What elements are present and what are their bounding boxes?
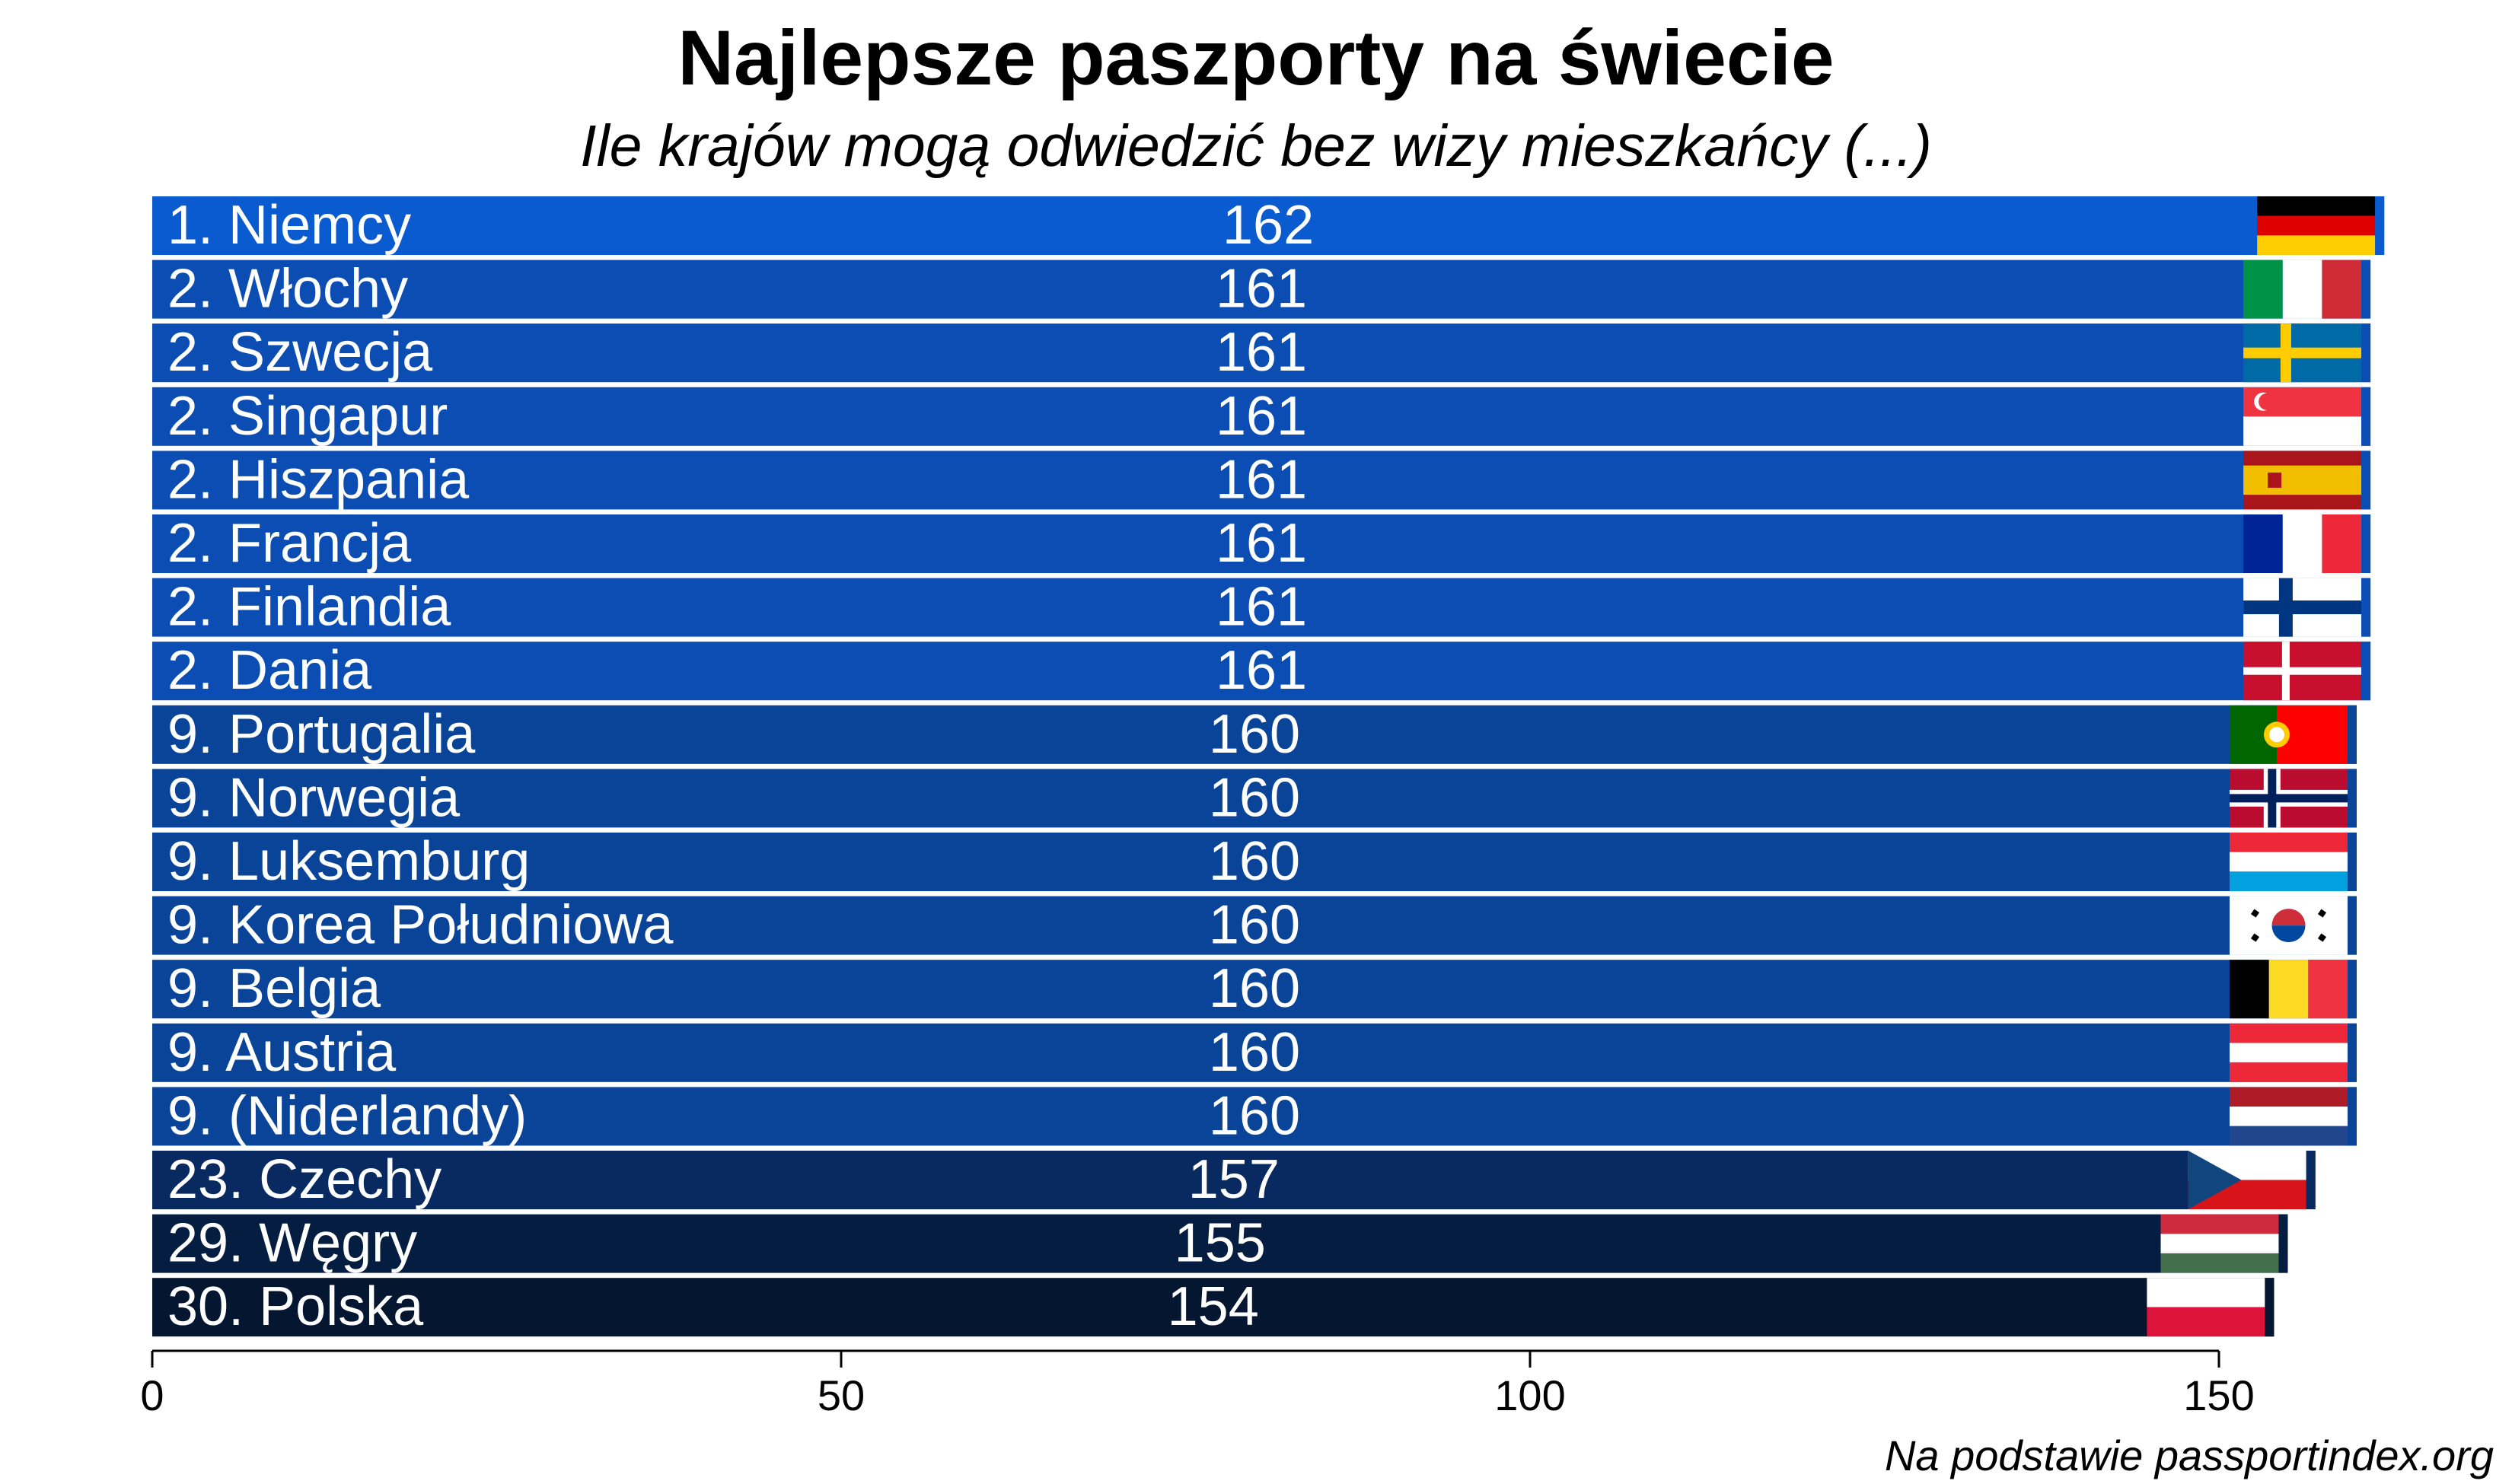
hungary-flag [2160, 1214, 2279, 1273]
category-label: 2. Finlandia [167, 577, 451, 638]
value-label: 161 [1216, 386, 1307, 447]
category-label: 1. Niemcy [167, 195, 411, 256]
category-label: 9. Portugalia [167, 704, 476, 765]
bar-end-cap [2306, 1151, 2316, 1209]
bar [152, 578, 2371, 637]
value-label: 161 [1216, 259, 1307, 320]
bar-end-cap [2361, 323, 2371, 383]
category-label: 30. Polska [167, 1276, 424, 1337]
czechia-flag [2188, 1151, 2306, 1209]
value-label: 161 [1216, 513, 1307, 574]
value-label: 160 [1209, 1085, 1300, 1146]
x-tick-label: 150 [2183, 1371, 2254, 1419]
value-label: 160 [1209, 767, 1300, 828]
category-label: 2. Szwecja [167, 322, 433, 383]
value-label: 161 [1216, 449, 1307, 510]
denmark-flag [2243, 642, 2362, 701]
bar [152, 642, 2371, 701]
source-note: Na podstawie passportindex.org [1884, 1431, 2494, 1479]
x-tick-label: 50 [818, 1371, 865, 1419]
bar [152, 1278, 2275, 1337]
bar-end-cap [2348, 1023, 2357, 1082]
bar [152, 1023, 2357, 1082]
italy-flag [2243, 260, 2362, 319]
category-label: 29. Węgry [167, 1213, 417, 1274]
bar [152, 769, 2357, 828]
austria-flag [2230, 1023, 2348, 1082]
netherlands-flag [2230, 1087, 2348, 1146]
bar [152, 514, 2371, 573]
bar [152, 387, 2371, 446]
category-label: 9. Belgia [167, 958, 381, 1019]
belgium-flag [2230, 960, 2348, 1019]
bar-end-cap [2348, 705, 2357, 764]
value-label: 161 [1216, 322, 1307, 383]
bar-end-cap [2361, 642, 2371, 701]
bar [152, 960, 2357, 1019]
bar [152, 896, 2357, 955]
germany-flag [2257, 196, 2376, 255]
category-label: 9. Korea Południowa [167, 895, 674, 956]
category-label: 9. (Niderlandy) [167, 1085, 527, 1146]
category-label: 23. Czechy [167, 1149, 442, 1210]
value-label: 160 [1209, 704, 1300, 765]
bar [152, 1214, 2288, 1273]
bar-end-cap [2348, 960, 2357, 1019]
bar-end-cap [2361, 578, 2371, 637]
bar [152, 1151, 2316, 1209]
category-label: 2. Dania [167, 640, 372, 701]
category-label: 9. Luksemburg [167, 831, 530, 892]
bar-end-cap [2361, 514, 2371, 573]
x-tick-label: 100 [1494, 1371, 1565, 1419]
bar [152, 833, 2357, 891]
value-label: 160 [1209, 958, 1300, 1019]
category-label: 2. Singapur [167, 386, 448, 447]
luxembourg-flag [2230, 833, 2348, 891]
finland-flag [2243, 578, 2362, 637]
bar-end-cap [2265, 1278, 2275, 1337]
bar-end-cap [2348, 769, 2357, 828]
chart-subtitle: Ile krajów mogą odwiedzić bez wizy miesz… [580, 113, 1932, 179]
bar [152, 705, 2357, 764]
france-flag [2243, 514, 2362, 573]
chart-title: Najlepsze paszporty na świecie [677, 14, 1835, 101]
value-label: 160 [1209, 1022, 1300, 1083]
bar-end-cap [2361, 260, 2371, 319]
sweden-flag [2243, 323, 2362, 383]
bar-end-cap [2348, 896, 2357, 955]
value-label: 161 [1216, 577, 1307, 638]
bar-end-cap [2348, 833, 2357, 891]
bar [152, 323, 2371, 383]
portugal-flag [2230, 705, 2348, 764]
bar [152, 451, 2371, 510]
bar-end-cap [2361, 387, 2371, 446]
value-label: 161 [1216, 640, 1307, 701]
value-label: 160 [1209, 895, 1300, 956]
value-label: 160 [1209, 831, 1300, 892]
bar-end-cap [2375, 196, 2385, 255]
bar-end-cap [2361, 451, 2371, 510]
singapore-flag [2243, 387, 2362, 446]
value-label: 154 [1168, 1276, 1259, 1337]
category-label: 9. Norwegia [167, 767, 461, 828]
bar [152, 1087, 2357, 1146]
bar [152, 260, 2371, 319]
south-korea-flag [2230, 896, 2348, 955]
x-tick-label: 0 [140, 1371, 164, 1419]
bar-end-cap [2278, 1214, 2288, 1273]
poland-flag [2147, 1278, 2265, 1337]
value-label: 157 [1188, 1149, 1280, 1210]
category-label: 2. Hiszpania [167, 449, 470, 510]
value-label: 155 [1175, 1213, 1266, 1274]
bar [152, 196, 2385, 255]
category-label: 9. Austria [167, 1022, 397, 1083]
bar-end-cap [2348, 1087, 2357, 1146]
norway-flag [2230, 769, 2348, 828]
spain-flag [2243, 451, 2362, 510]
category-label: 2. Włochy [167, 259, 408, 320]
category-label: 2. Francja [167, 513, 412, 574]
value-label: 162 [1223, 195, 1314, 256]
